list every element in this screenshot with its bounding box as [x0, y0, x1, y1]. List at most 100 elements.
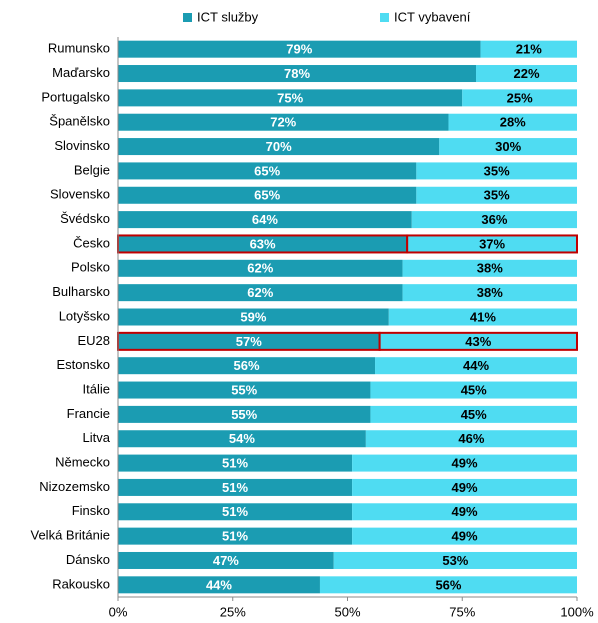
value-label: 49% — [452, 456, 478, 471]
y-tick-label: EU28 — [77, 333, 110, 348]
legend-swatch — [183, 13, 192, 22]
bar-segment — [370, 381, 577, 399]
bar-segment — [118, 430, 366, 448]
bar-segment — [402, 284, 577, 302]
value-label: 35% — [484, 188, 510, 203]
value-label: 59% — [240, 309, 266, 324]
bar-segment — [118, 357, 376, 375]
bar-segment — [118, 65, 477, 83]
value-label: 43% — [465, 334, 491, 349]
bar-segment — [118, 162, 417, 180]
bar-segment — [118, 89, 463, 107]
value-label: 62% — [247, 261, 273, 276]
y-tick-label: Česko — [73, 235, 110, 250]
bar-segment — [118, 40, 481, 58]
bar-segment — [352, 478, 577, 496]
y-tick-label: Nizozemsko — [39, 479, 110, 494]
value-label: 75% — [277, 90, 303, 105]
y-tick-label: Portugalsko — [41, 89, 110, 104]
y-tick-label: Francie — [67, 406, 110, 421]
value-label: 28% — [500, 115, 526, 130]
bar-segment — [439, 138, 577, 156]
bar-segment — [378, 331, 578, 351]
x-tick-label: 100% — [560, 604, 594, 619]
bar-segment — [406, 234, 579, 254]
value-label: 55% — [231, 382, 257, 397]
y-tick-label: Estonsko — [57, 357, 110, 372]
bar-segment — [416, 162, 577, 180]
value-label: 51% — [222, 529, 248, 544]
y-tick-label: Itálie — [83, 381, 110, 396]
value-label: 49% — [452, 480, 478, 495]
value-label: 65% — [254, 188, 280, 203]
bar-segment — [352, 503, 577, 521]
y-tick-label: Slovensko — [50, 187, 110, 202]
value-label: 44% — [463, 358, 489, 373]
value-label: 46% — [458, 431, 484, 446]
y-tick-label: Rakousko — [52, 576, 110, 591]
value-label: 45% — [461, 407, 487, 422]
bar-segment — [118, 284, 403, 302]
bar-segment — [365, 430, 577, 448]
value-label: 30% — [495, 139, 521, 154]
value-label: 57% — [236, 334, 262, 349]
value-label: 49% — [452, 529, 478, 544]
legend-swatch — [380, 13, 389, 22]
bar-segment — [118, 503, 353, 521]
value-label: 37% — [479, 236, 505, 251]
y-tick-label: Velká Británie — [31, 528, 111, 543]
value-label: 38% — [477, 285, 503, 300]
y-tick-label: Bulharsko — [52, 284, 110, 299]
value-label: 35% — [484, 163, 510, 178]
value-label: 44% — [206, 577, 232, 592]
bar-segment — [118, 259, 403, 277]
bar-segment — [118, 405, 371, 423]
bar-segment — [375, 357, 577, 375]
bar-segment — [480, 40, 577, 58]
value-label: 22% — [513, 66, 539, 81]
legend-label: ICT vybavení — [394, 9, 471, 24]
value-label: 63% — [250, 236, 276, 251]
bar-segment — [370, 405, 577, 423]
value-label: 25% — [507, 90, 533, 105]
value-label: 70% — [266, 139, 292, 154]
value-label: 38% — [477, 261, 503, 276]
value-label: 45% — [461, 382, 487, 397]
bar-segment — [118, 186, 417, 204]
bar-segment — [118, 138, 440, 156]
bar-segment — [118, 454, 353, 472]
bar-segment — [319, 576, 577, 594]
bar-segment — [448, 113, 577, 131]
bar-segment — [118, 113, 449, 131]
value-label: 53% — [442, 553, 468, 568]
x-tick-label: 25% — [220, 604, 246, 619]
bar-segment — [118, 551, 334, 569]
legend-label: ICT služby — [197, 9, 259, 24]
value-label: 65% — [254, 163, 280, 178]
x-tick-label: 75% — [449, 604, 475, 619]
y-tick-label: Litva — [83, 430, 111, 445]
value-label: 79% — [286, 42, 312, 57]
bar-segment — [476, 65, 577, 83]
value-label: 36% — [481, 212, 507, 227]
value-label: 56% — [234, 358, 260, 373]
bar-segment — [118, 527, 353, 545]
y-tick-label: Dánsko — [66, 552, 110, 567]
bar-segment — [118, 211, 412, 229]
value-label: 21% — [516, 42, 542, 57]
value-label: 54% — [229, 431, 255, 446]
bar-segment — [352, 454, 577, 472]
bar-segment — [416, 186, 577, 204]
value-label: 51% — [222, 480, 248, 495]
y-tick-label: Slovinsko — [54, 138, 110, 153]
y-tick-label: Finsko — [72, 503, 110, 518]
y-tick-label: Polsko — [71, 260, 110, 275]
value-label: 47% — [213, 553, 239, 568]
value-label: 41% — [470, 309, 496, 324]
bar-segment — [402, 259, 577, 277]
bar-segment — [411, 211, 577, 229]
x-tick-label: 50% — [334, 604, 360, 619]
bar-segment — [118, 308, 389, 326]
bar-segment — [333, 551, 577, 569]
value-label: 51% — [222, 504, 248, 519]
